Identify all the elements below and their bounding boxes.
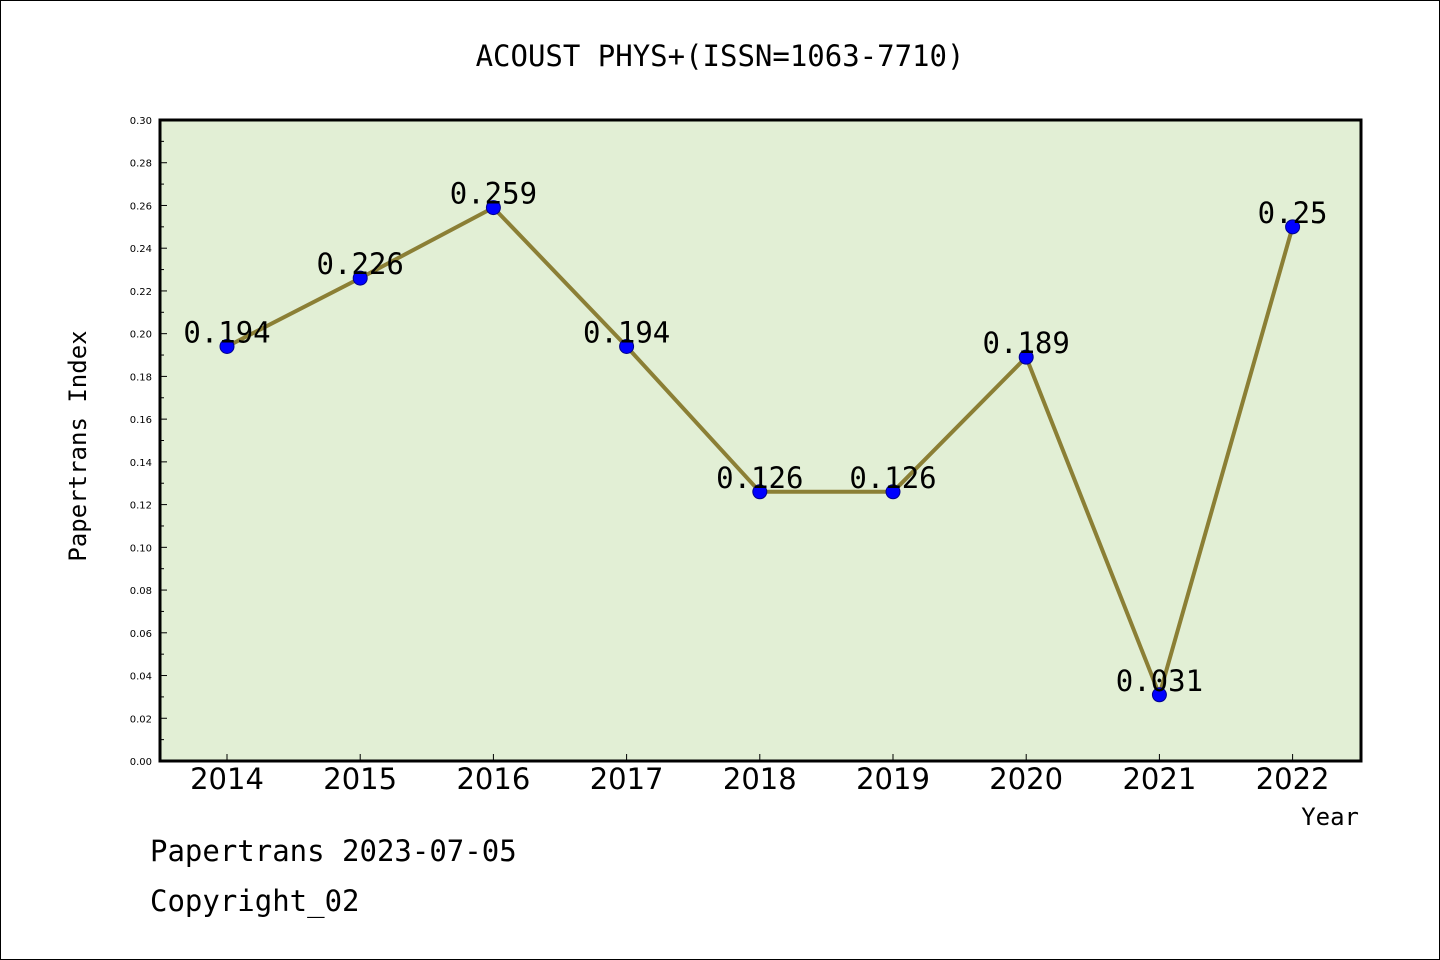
- data-label: 0.194: [183, 315, 270, 349]
- data-label: 0.226: [317, 247, 404, 281]
- data-point: [219, 338, 235, 354]
- x-tick-label: 2022: [1256, 762, 1330, 796]
- y-tick-label: 0.28: [130, 159, 152, 170]
- series-markers: [219, 200, 1301, 703]
- data-label: 0.194: [583, 315, 670, 349]
- y-tick-label: 0.26: [130, 201, 152, 212]
- y-tick-label: 0.20: [130, 330, 152, 341]
- footer-copyright: Copyright_02: [150, 884, 360, 918]
- x-tick-label: 2019: [856, 762, 930, 796]
- plot-area: [158, 118, 1363, 763]
- x-tick-label: 2015: [323, 762, 397, 796]
- y-tick-label: 0.14: [130, 458, 152, 469]
- y-tick-label: 0.16: [130, 415, 152, 426]
- y-tick-label: 0.10: [130, 543, 152, 554]
- y-tick-label: 0.30: [130, 116, 152, 127]
- data-point: [752, 484, 768, 500]
- x-axis: 2014 2015 2016 2017 2018 2019 2020 2021 2022: [190, 754, 1330, 796]
- data-labels: 0.194 0.226 0.259 0.194 0.126 0.126 0.189 0.031…: [183, 177, 1327, 698]
- data-point: [485, 200, 501, 216]
- y-tick-label: 0.04: [130, 672, 152, 683]
- data-point: [1285, 219, 1301, 235]
- y-tick-label: 0.08: [130, 586, 152, 597]
- y-tick-label: 0.06: [130, 629, 152, 640]
- data-label: 0.126: [716, 461, 803, 495]
- y-axis-label: Papertrans Index: [64, 330, 92, 561]
- x-tick-label: 2017: [590, 762, 664, 796]
- x-tick-label: 2014: [190, 762, 264, 796]
- data-point: [1151, 687, 1167, 703]
- x-tick-label: 2018: [723, 762, 797, 796]
- x-tick-label: 2021: [1122, 762, 1196, 796]
- x-tick-label: 2016: [456, 762, 530, 796]
- y-tick-label: 0.02: [130, 714, 152, 725]
- data-label: 0.126: [849, 461, 936, 495]
- y-tick-label: 0.12: [130, 501, 152, 512]
- x-tick-label: 2020: [989, 762, 1063, 796]
- chart-title: ACOUST PHYS+(ISSN=1063-7710): [476, 39, 965, 73]
- data-point: [352, 270, 368, 286]
- y-tick-label: 0.00: [130, 757, 152, 768]
- y-tick-label: 0.22: [130, 287, 152, 298]
- footer-date: Papertrans 2023-07-05: [150, 834, 517, 868]
- data-label: 0.25: [1258, 196, 1328, 230]
- x-axis-label: Year: [1301, 803, 1359, 831]
- data-label: 0.031: [1116, 664, 1203, 698]
- data-point: [619, 338, 635, 354]
- y-tick-label: 0.18: [130, 372, 152, 383]
- y-axis: 0.00 0.02 0.04 0.06 0.08 0.10 0.12 0.14 0.16 0.18…: [130, 116, 167, 768]
- data-point: [1018, 349, 1034, 365]
- y-tick-label: 0.24: [130, 244, 152, 255]
- data-point: [885, 484, 901, 500]
- data-label: 0.189: [983, 326, 1070, 360]
- data-label: 0.259: [450, 177, 537, 211]
